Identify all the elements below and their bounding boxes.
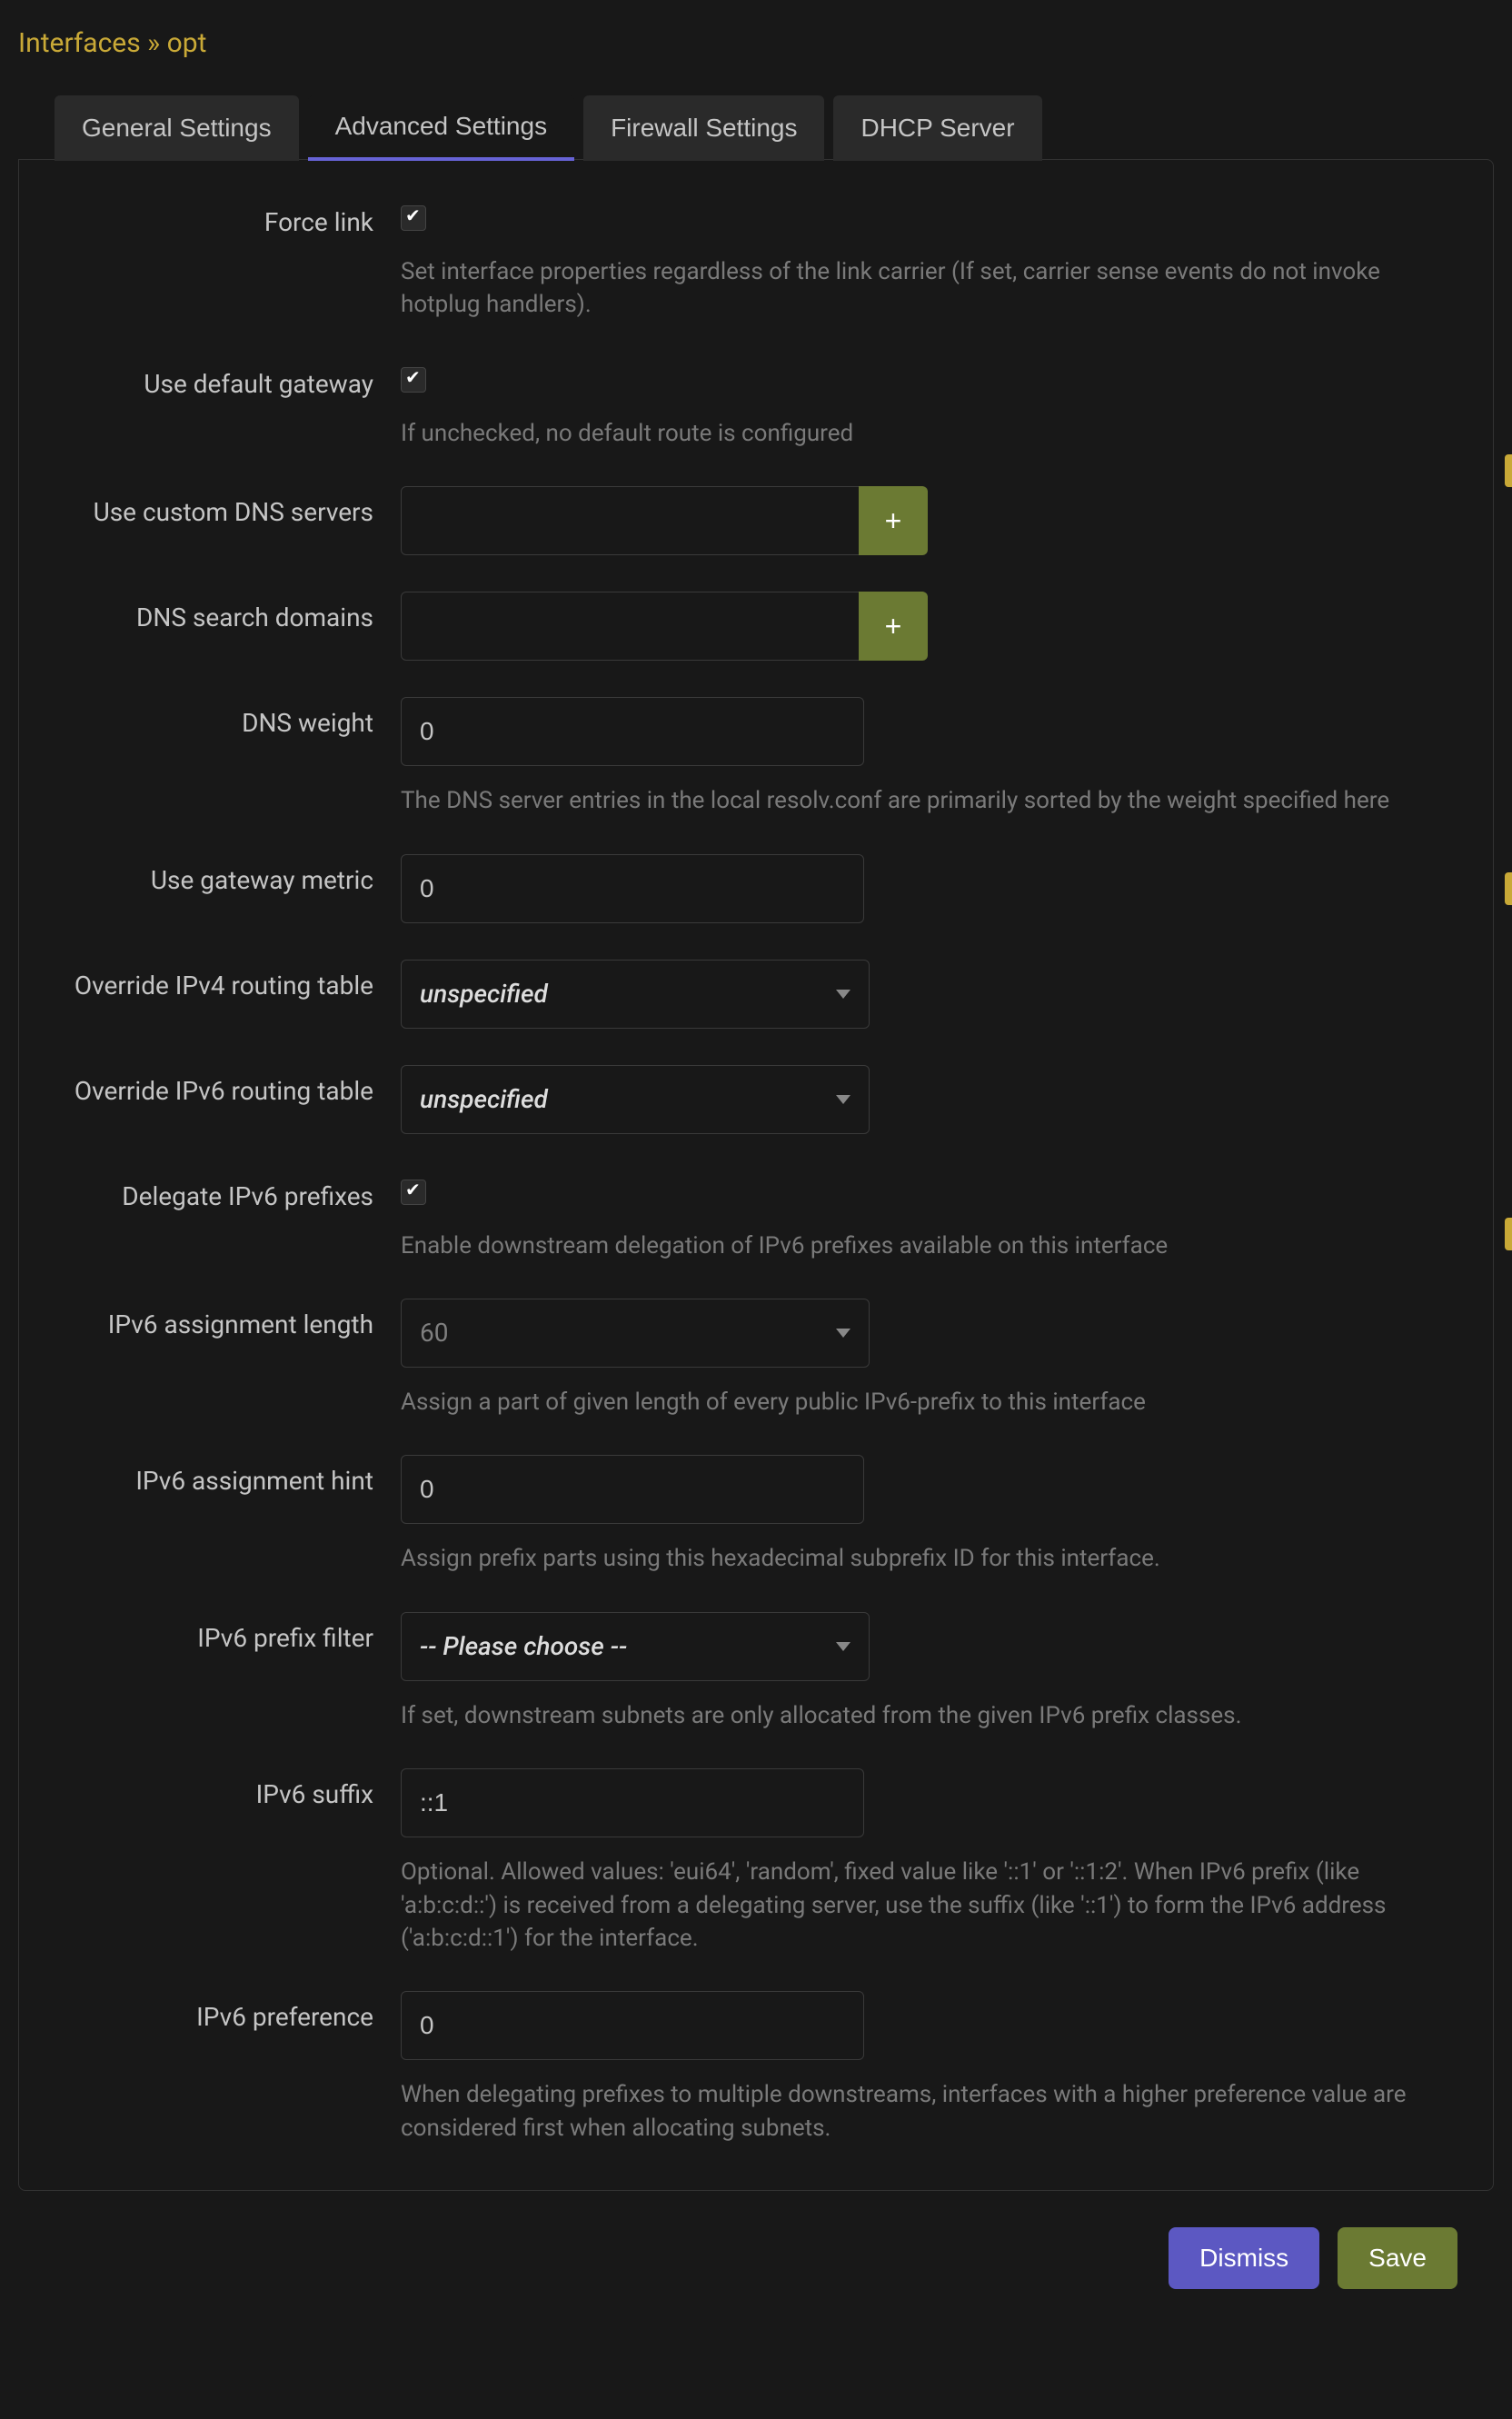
- dns-search-input[interactable]: [401, 592, 864, 661]
- ipv6-assign-hint-input[interactable]: [401, 1455, 864, 1524]
- dns-weight-label: DNS weight: [55, 697, 401, 738]
- chevron-down-icon: [836, 1095, 850, 1104]
- ipv6-routing-value: unspecified: [420, 1084, 548, 1114]
- chevron-down-icon: [836, 1642, 850, 1651]
- ipv6-assign-len-label: IPv6 assignment length: [55, 1299, 401, 1339]
- breadcrumb: Interfaces » opt: [0, 0, 1512, 95]
- ipv6-assign-hint-label: IPv6 assignment hint: [55, 1455, 401, 1496]
- ipv6-assign-hint-help: Assign prefix parts using this hexadecim…: [401, 1542, 1160, 1575]
- ipv6-prefix-filter-select[interactable]: -- Please choose --: [401, 1612, 870, 1681]
- ipv6-preference-label: IPv6 preference: [55, 1991, 401, 2032]
- ipv6-prefix-filter-help: If set, downstream subnets are only allo…: [401, 1699, 1241, 1732]
- delegate-ipv6-checkbox[interactable]: [401, 1180, 426, 1205]
- default-gateway-help: If unchecked, no default route is config…: [401, 417, 853, 450]
- footer-actions: Dismiss Save: [18, 2191, 1494, 2307]
- ipv6-assign-len-help: Assign a part of given length of every p…: [401, 1386, 1146, 1419]
- force-link-checkbox[interactable]: [401, 205, 426, 231]
- default-gateway-checkbox[interactable]: [401, 367, 426, 393]
- ipv6-preference-help: When delegating prefixes to multiple dow…: [401, 2078, 1437, 2145]
- plus-icon: +: [885, 504, 902, 537]
- edge-marker: [1505, 872, 1512, 905]
- breadcrumb-separator: »: [147, 27, 160, 59]
- dns-weight-input[interactable]: [401, 697, 864, 766]
- chevron-down-icon: [836, 1329, 850, 1338]
- force-link-help: Set interface properties regardless of t…: [401, 255, 1437, 322]
- save-button[interactable]: Save: [1338, 2227, 1457, 2289]
- force-link-label: Force link: [55, 196, 401, 237]
- chevron-down-icon: [836, 990, 850, 999]
- delegate-ipv6-help: Enable downstream delegation of IPv6 pre…: [401, 1229, 1168, 1262]
- dns-search-label: DNS search domains: [55, 592, 401, 632]
- ipv6-assign-len-select[interactable]: 60: [401, 1299, 870, 1368]
- breadcrumb-current: opt: [167, 27, 207, 59]
- ipv6-suffix-help: Optional. Allowed values: 'eui64', 'rand…: [401, 1856, 1437, 1955]
- gateway-metric-label: Use gateway metric: [55, 854, 401, 895]
- dns-search-add-button[interactable]: +: [859, 592, 928, 661]
- tab-general-settings[interactable]: General Settings: [55, 95, 299, 161]
- ipv4-routing-select[interactable]: unspecified: [401, 960, 870, 1029]
- custom-dns-input[interactable]: [401, 486, 864, 555]
- edge-marker: [1505, 454, 1512, 487]
- delegate-ipv6-label: Delegate IPv6 prefixes: [55, 1170, 401, 1211]
- custom-dns-add-button[interactable]: +: [859, 486, 928, 555]
- edge-marker: [1505, 1218, 1512, 1250]
- ipv6-suffix-input[interactable]: [401, 1768, 864, 1837]
- dismiss-button[interactable]: Dismiss: [1169, 2227, 1319, 2289]
- breadcrumb-section[interactable]: Interfaces: [18, 27, 141, 59]
- ipv6-assign-len-value: 60: [420, 1318, 448, 1348]
- ipv6-prefix-filter-value: -- Please choose --: [420, 1631, 627, 1661]
- ipv4-routing-label: Override IPv4 routing table: [55, 960, 401, 1000]
- tab-firewall-settings[interactable]: Firewall Settings: [583, 95, 824, 161]
- custom-dns-label: Use custom DNS servers: [55, 486, 401, 527]
- ipv6-preference-input[interactable]: [401, 1991, 864, 2060]
- ipv4-routing-value: unspecified: [420, 979, 548, 1009]
- settings-panel: Force link Set interface properties rega…: [18, 159, 1494, 2191]
- tab-advanced-settings[interactable]: Advanced Settings: [308, 95, 575, 161]
- ipv6-routing-select[interactable]: unspecified: [401, 1065, 870, 1134]
- plus-icon: +: [885, 610, 902, 642]
- ipv6-routing-label: Override IPv6 routing table: [55, 1065, 401, 1106]
- gateway-metric-input[interactable]: [401, 854, 864, 923]
- ipv6-prefix-filter-label: IPv6 prefix filter: [55, 1612, 401, 1653]
- tabs: General Settings Advanced Settings Firew…: [55, 95, 1494, 161]
- ipv6-suffix-label: IPv6 suffix: [55, 1768, 401, 1809]
- tab-dhcp-server[interactable]: DHCP Server: [833, 95, 1041, 161]
- default-gateway-label: Use default gateway: [55, 358, 401, 399]
- dns-weight-help: The DNS server entries in the local reso…: [401, 784, 1389, 817]
